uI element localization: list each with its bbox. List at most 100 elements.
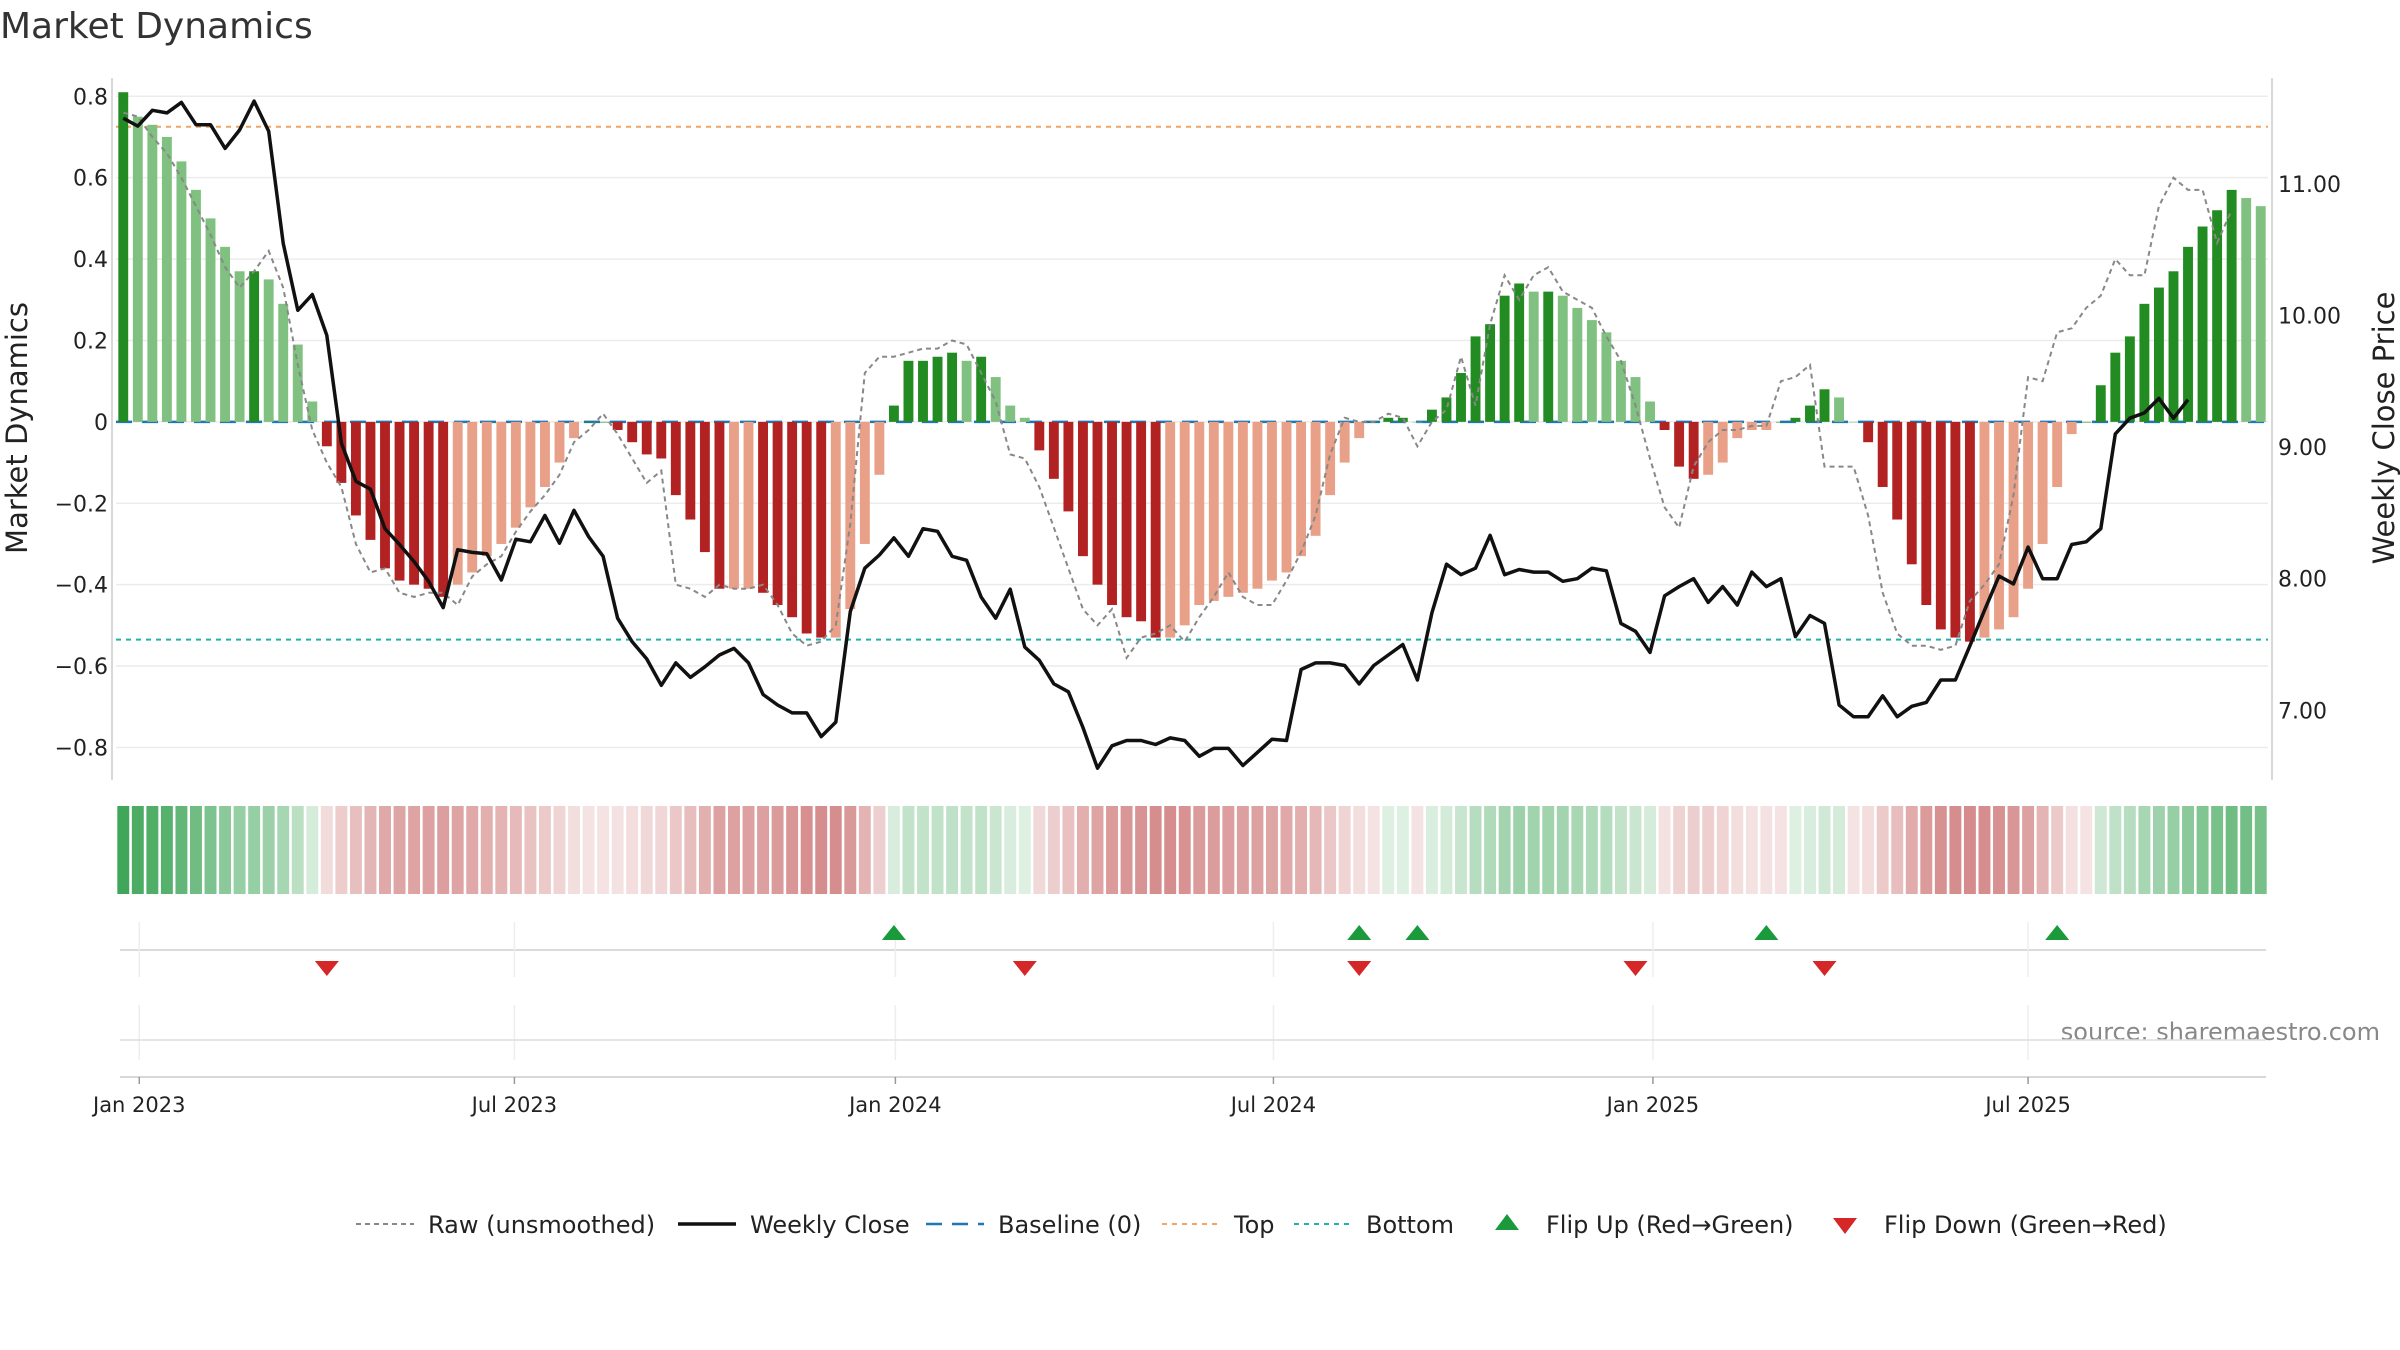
histogram-bar [1514,283,1525,422]
histogram-bar [874,421,885,475]
y-tick-left: −0.8 [55,736,108,761]
histogram-bar [394,421,405,581]
band-cell [1222,806,1235,894]
gridlines [111,78,2273,780]
band-cell [1876,806,1889,894]
band-cell [1004,806,1017,894]
y-tick-right: 7.00 [2278,699,2327,724]
band-cell [815,806,828,894]
band-cell [887,806,900,894]
right-axis-label: Weekly Close Price [2367,292,2400,565]
histogram-bar [2066,421,2077,435]
histogram-bar [220,246,230,422]
histogram-bar [583,421,594,423]
band-cell [422,806,435,894]
band-cell [1658,806,1671,894]
band-cell [1920,806,1933,894]
histogram-bar [1601,332,1612,422]
x-tick-label: Jan 2024 [847,1093,942,1117]
histogram-bar [496,421,507,544]
histogram-bar [1150,421,1161,638]
band-cell [1556,806,1569,894]
band-cell [2211,806,2224,894]
band-cell [1614,806,1627,894]
band-cell [509,806,522,894]
histogram-bar [350,421,361,516]
band-cell [1135,806,1148,894]
band-cell [320,806,333,894]
histogram-bar [161,136,172,422]
band-cell [655,806,668,894]
histogram-bar [336,421,347,483]
band-cell [538,806,551,894]
band-cell [946,806,959,894]
histogram-bar [1659,421,1670,430]
band-cell [2196,806,2209,894]
y-tick-left: 0.2 [73,329,108,354]
band-cell [2240,806,2253,894]
band-cell [713,806,726,894]
band-cell [1571,806,1584,894]
band-cell [1178,806,1191,894]
histogram-bar [176,161,187,422]
y-tick-right: 10.00 [2278,305,2341,330]
band-cell [1862,806,1875,894]
band-cell [131,806,144,894]
histogram-bar [1994,421,2004,630]
band-cell [1760,806,1773,894]
histogram-bar [452,421,463,585]
histogram-bar [670,421,681,496]
band-cell [2022,806,2035,894]
band-cell [1353,806,1366,894]
legend-label-flip_down: Flip Down (Green→Red) [1884,1211,2167,1239]
band-cell [1673,806,1686,894]
band-cell [1193,806,1206,894]
histogram-bar [1034,421,1045,451]
histogram-bar [1775,421,1786,423]
histogram-bar [1048,421,1059,479]
band-cell [1847,806,1860,894]
histogram-bar [2008,421,2019,618]
histogram-bar [1863,421,1874,443]
band-cell [553,806,566,894]
band-cell [160,806,173,894]
band-cell [1542,806,1555,894]
histogram-bar [947,352,958,422]
histogram-bar [888,405,899,422]
band-cell [1687,806,1700,894]
band-cell [1309,806,1322,894]
band-cell [829,806,842,894]
histogram-bar [2139,303,2150,422]
histogram-bar [1441,397,1452,422]
histogram-bar [1688,421,1699,479]
band-cell [1905,806,1918,894]
band-cell [364,806,377,894]
histogram-bar [801,421,812,634]
legend-label-baseline: Baseline (0) [998,1211,1141,1239]
y-tick-left: 0.4 [73,248,108,273]
histogram-bar [830,421,841,638]
legend-swatch-flip-up [1495,1214,1519,1230]
histogram-bar [903,360,914,422]
histogram-bar [118,92,129,422]
histogram-bar [525,421,536,508]
flip-down-marker [1012,961,1037,976]
flip-down-marker [314,961,339,976]
histogram-bar [598,421,609,423]
histogram-bar [1790,417,1801,422]
band-cell [698,806,711,894]
histogram-bar [2095,385,2106,422]
y-tick-right: 8.00 [2278,568,2327,593]
histogram-bar [627,421,638,443]
band-cell [1789,806,1802,894]
histogram-bar [2212,210,2223,422]
histogram-bar [1921,421,1932,605]
band-cell [1018,806,1031,894]
band-cell [917,806,929,894]
histogram-bar [380,421,390,569]
band-cell [2167,806,2180,894]
legend-label-flip_up: Flip Up (Red→Green) [1546,1211,1794,1239]
histogram-bar [1964,421,1975,642]
band-cell [844,806,857,894]
band-cell [524,806,537,894]
